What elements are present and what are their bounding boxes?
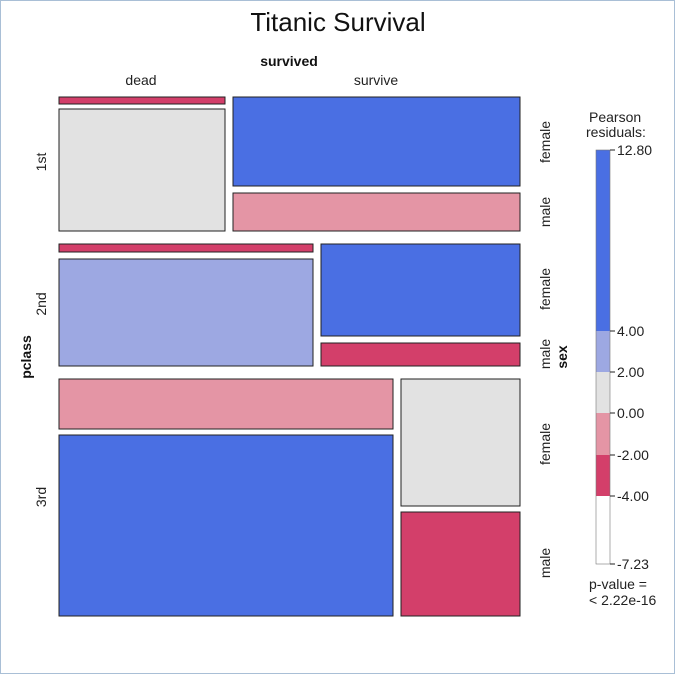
side-level-label-3rd-male: male bbox=[537, 548, 553, 579]
legend-tick-label: -7.23 bbox=[617, 556, 649, 572]
legend-color-band bbox=[596, 455, 610, 496]
col-level-label-survive: survive bbox=[354, 72, 399, 88]
tile-2nd-male-dead bbox=[58, 258, 314, 367]
legend-title-line-2: residuals: bbox=[586, 124, 646, 140]
side-variable-label: sex bbox=[554, 345, 570, 369]
row-level-label-2nd: 2nd bbox=[33, 292, 49, 315]
side-level-label-2nd-female: female bbox=[537, 268, 553, 310]
residual-legend: 12.80 4.00 2.00 0.00 -2.00 -4.00 -7.23 bbox=[595, 142, 652, 572]
tile-3rd-female-survive bbox=[400, 378, 521, 507]
tile-1st-male-survive bbox=[232, 192, 521, 232]
row-variable-label: pclass bbox=[18, 335, 34, 379]
tile-2nd-male-survive bbox=[320, 342, 521, 367]
legend-tick-label: -4.00 bbox=[617, 488, 649, 504]
legend-tick-label: 2.00 bbox=[617, 364, 644, 380]
pvalue-line-2: < 2.22e-16 bbox=[589, 592, 657, 608]
legend-bar-outline bbox=[595, 149, 611, 565]
tile-1st-female-dead bbox=[58, 96, 226, 105]
row-level-label-3rd: 3rd bbox=[33, 487, 49, 507]
tile-2nd-female-survive bbox=[320, 243, 521, 337]
col-variable-label: survived bbox=[260, 53, 318, 69]
tile-3rd-female-dead bbox=[58, 378, 394, 430]
legend-color-band bbox=[596, 413, 610, 455]
side-level-label-1st-female: female bbox=[537, 121, 553, 163]
pvalue-line-1: p-value = bbox=[589, 576, 647, 592]
col-level-label-dead: dead bbox=[125, 72, 156, 88]
tile-3rd-male-dead bbox=[58, 434, 394, 617]
legend-tick-label: 0.00 bbox=[617, 405, 644, 421]
legend-tick-label: 12.80 bbox=[617, 142, 652, 158]
mosaic-tiles bbox=[58, 96, 521, 617]
tile-3rd-male-survive bbox=[400, 511, 521, 617]
side-level-label-1st-male: male bbox=[537, 197, 553, 228]
tile-2nd-female-dead bbox=[58, 243, 314, 253]
legend-color-band bbox=[596, 150, 610, 331]
legend-color-band bbox=[596, 331, 610, 372]
legend-tick-label: -2.00 bbox=[617, 447, 649, 463]
legend-color-band bbox=[596, 372, 610, 413]
legend-tick-label: 4.00 bbox=[617, 323, 644, 339]
side-level-label-3rd-female: female bbox=[537, 423, 553, 465]
tile-1st-female-survive bbox=[232, 96, 521, 187]
tile-1st-male-dead bbox=[58, 108, 226, 232]
legend-title-line-1: Pearson bbox=[589, 109, 641, 125]
chart-title: Titanic Survival bbox=[250, 7, 425, 37]
row-level-label-1st: 1st bbox=[33, 153, 49, 172]
side-level-label-2nd-male: male bbox=[537, 339, 553, 370]
